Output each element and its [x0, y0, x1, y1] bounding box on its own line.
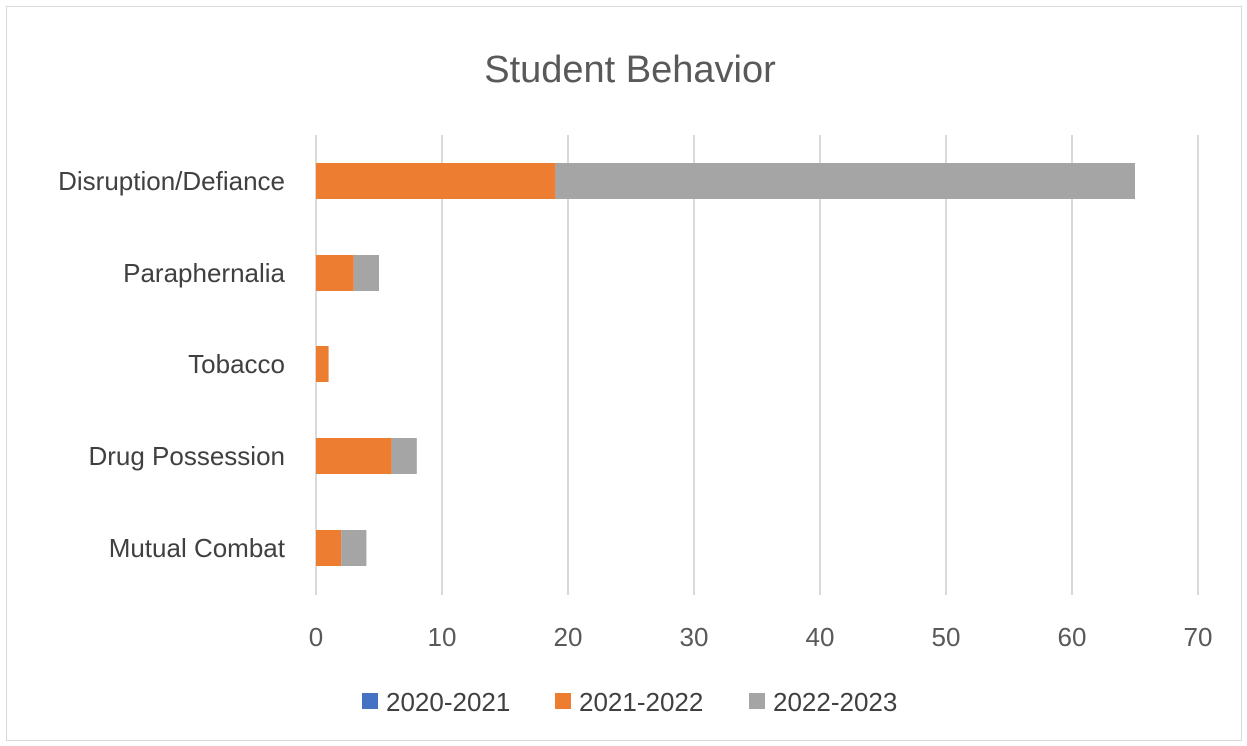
legend-swatch	[555, 693, 571, 709]
category-label: Disruption/Defiance	[58, 166, 285, 196]
legend-swatch	[362, 693, 378, 709]
x-tick-label: 40	[806, 622, 835, 652]
bar-segment	[391, 438, 417, 474]
legend-label: 2020-2021	[386, 687, 510, 717]
x-tick-label: 10	[428, 622, 457, 652]
category-label: Mutual Combat	[109, 533, 286, 563]
bars	[316, 163, 1135, 566]
legend-label: 2021-2022	[579, 687, 703, 717]
category-label: Drug Possession	[88, 441, 285, 471]
x-tick-label: 0	[309, 622, 323, 652]
bar-segment	[353, 255, 379, 291]
legend-label: 2022-2023	[773, 687, 897, 717]
bar-segment	[316, 530, 342, 566]
bar-segment	[316, 255, 354, 291]
x-axis-tick-labels: 0 10 20 30 40 50 60 70	[309, 622, 1213, 652]
gridlines	[315, 135, 1199, 595]
category-label: Paraphernalia	[123, 258, 285, 288]
chart-frame	[6, 6, 1242, 741]
legend-swatch	[749, 693, 765, 709]
bar-segment	[555, 163, 1135, 199]
legend: 2020-2021 2021-2022 2022-2023	[362, 687, 897, 717]
bar-segment	[316, 346, 329, 382]
bar-segment	[316, 438, 392, 474]
chart-title: Student Behavior	[484, 49, 776, 91]
bar-segment	[316, 163, 556, 199]
x-tick-label: 60	[1058, 622, 1087, 652]
bar-segment	[341, 530, 367, 566]
x-tick-label: 30	[680, 622, 709, 652]
x-tick-label: 20	[554, 622, 583, 652]
category-label: Tobacco	[188, 349, 285, 379]
x-tick-label: 50	[932, 622, 961, 652]
category-labels: Disruption/Defiance Paraphernalia Tobacco D…	[58, 166, 286, 563]
x-tick-label: 70	[1184, 622, 1213, 652]
